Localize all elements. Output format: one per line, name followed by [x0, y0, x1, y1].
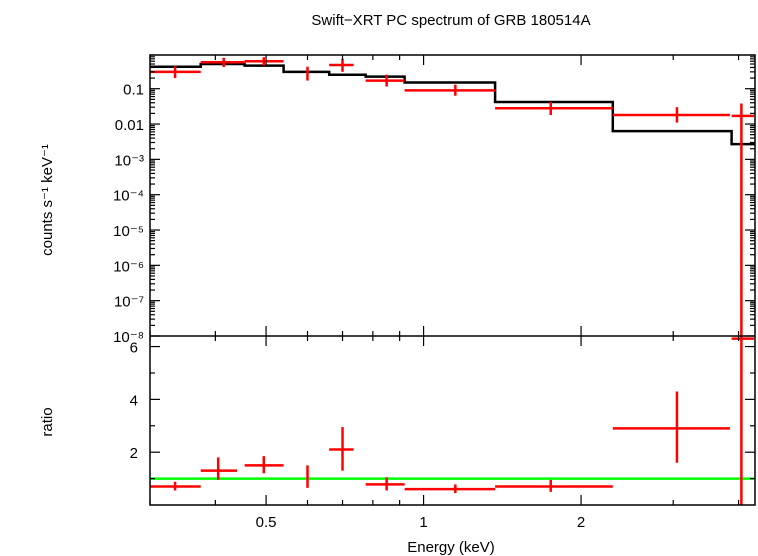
spectrum-data-points — [150, 57, 754, 336]
ratio-panel: 2 4 6 0.5 1 2 ratio — [39, 336, 755, 531]
y-tick-label: 10⁻⁷ — [114, 294, 144, 311]
ratio-point-1 — [150, 481, 201, 491]
chart-title: Swift−XRT PC spectrum of GRB 180514A — [311, 12, 590, 29]
ratio-point-7 — [404, 484, 496, 494]
ratio-y-tick-label: 6 — [130, 340, 138, 357]
spectrum-point-6 — [365, 74, 405, 87]
spectrum-point-5 — [329, 58, 354, 72]
ratio-y-tick-label: 2 — [130, 445, 138, 462]
y-tick-label: 10⁻⁶ — [113, 258, 144, 275]
plot-frame — [149, 54, 756, 506]
y-tick-label: 10⁻⁴ — [113, 188, 144, 205]
y-tick-label: 10⁻³ — [114, 152, 144, 169]
spectrum-point-7 — [404, 84, 496, 96]
spectrum-point-1 — [150, 66, 201, 79]
ratio-point-3 — [244, 456, 284, 474]
spectrum-point-8 — [495, 102, 613, 116]
spectrum-y-axis-label: counts s⁻¹ keV⁻¹ — [39, 144, 56, 256]
model-step-curve — [150, 62, 755, 146]
x-tick-label: 2 — [577, 514, 585, 531]
model-curve — [150, 62, 755, 146]
ratio-data-points — [150, 336, 754, 505]
x-axis-label: Energy (keV) — [407, 539, 495, 556]
y-tick-label: 10⁻⁵ — [113, 223, 144, 240]
ratio-y-axis: 2 4 6 — [130, 340, 755, 480]
y-tick-label: 0.1 — [123, 82, 144, 99]
ratio-point-9 — [612, 391, 730, 463]
y-tick-label: 0.01 — [115, 117, 144, 134]
ratio-point-6 — [365, 477, 405, 491]
spectrum-point-3 — [244, 57, 284, 66]
spectrum-point-2 — [200, 57, 245, 68]
ratio-y-tick-label: 4 — [130, 392, 138, 409]
ratio-y-axis-label: ratio — [39, 407, 56, 436]
ratio-point-8 — [495, 479, 613, 492]
x-tick-label: 1 — [419, 514, 427, 531]
ratio-point-2 — [200, 457, 238, 480]
ratio-point-5 — [329, 427, 354, 471]
x-tick-label: 0.5 — [256, 514, 277, 531]
spectrum-point-10 — [731, 103, 754, 336]
y-tick-label: 10⁻⁸ — [113, 329, 144, 346]
spectrum-y-axis: 0.1 0.01 10⁻³ 10⁻⁴ 10⁻⁵ 10⁻⁶ 10⁻⁷ 10⁻⁸ — [113, 54, 755, 346]
ratio-point-10 — [731, 336, 754, 505]
ratio-x-axis: 0.5 1 2 — [149, 336, 740, 531]
spectrum-point-9 — [612, 107, 730, 123]
